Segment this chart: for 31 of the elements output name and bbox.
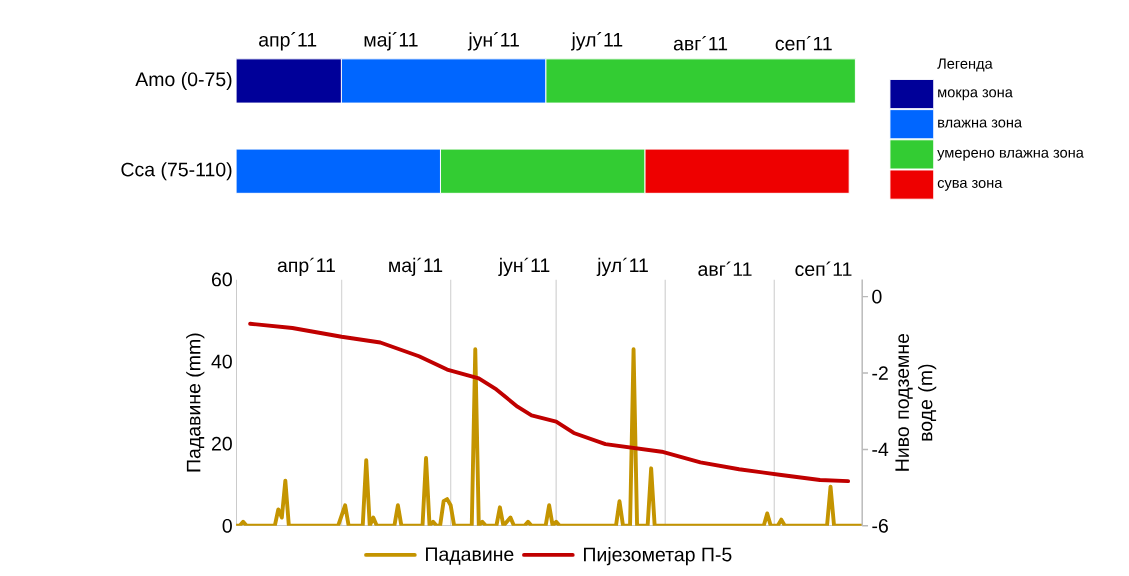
legend-title: Легенда: [937, 58, 993, 72]
x-tick-label: сеп´11: [795, 261, 852, 276]
y-tick-label: Amo (0-75): [135, 71, 232, 90]
y-tick-label: 60: [211, 272, 232, 287]
annotation: авг´11: [673, 35, 728, 51]
y-tick-label: Cca (75-110): [121, 161, 232, 181]
x-tick-label: мај´11: [389, 257, 443, 276]
annotation: сеп´11: [775, 35, 832, 51]
y-tick-label: 20: [211, 436, 232, 451]
legend-label: мокра зона: [938, 89, 1013, 101]
y2-tick-label: -6: [872, 518, 888, 533]
y-tick-label: 40: [211, 354, 232, 369]
legend-label: умерено влажна зона: [937, 149, 1084, 161]
legend-label: Падавине: [426, 547, 514, 565]
legend-label: Пијезометар П-5: [584, 546, 732, 566]
x-tick-label: авг´11: [698, 261, 752, 276]
y2-axis-title: Ниво подземне воде (m): [895, 333, 937, 471]
legend-label: влажна зона: [938, 119, 1023, 128]
annotation: апр´11: [259, 31, 317, 51]
annotation: мај´11: [364, 31, 418, 51]
y2-tick-label: 0: [872, 289, 882, 304]
annotation: јул´11: [571, 31, 623, 51]
x-tick-label: апр´11: [277, 257, 335, 276]
legend-label: сува зона: [937, 179, 1003, 191]
annotation: јун´11: [467, 31, 519, 51]
y-axis-title: Падавине (mm): [186, 333, 205, 472]
y2-tick-label: -4: [872, 442, 889, 456]
x-tick-label: јун´11: [498, 257, 550, 276]
y2-tick-label: -2: [872, 366, 888, 380]
x-tick-label: јул´11: [596, 257, 648, 276]
y-tick-label: 0: [222, 518, 232, 533]
